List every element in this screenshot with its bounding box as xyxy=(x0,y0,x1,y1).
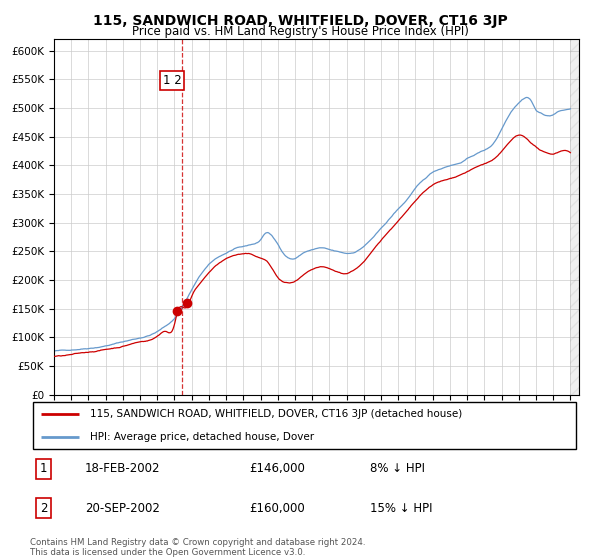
Text: 2: 2 xyxy=(40,502,47,515)
Bar xyxy=(571,39,579,395)
Text: 115, SANDWICH ROAD, WHITFIELD, DOVER, CT16 3JP (detached house): 115, SANDWICH ROAD, WHITFIELD, DOVER, CT… xyxy=(91,409,463,419)
Text: HPI: Average price, detached house, Dover: HPI: Average price, detached house, Dove… xyxy=(91,432,314,442)
Text: 1: 1 xyxy=(40,462,47,475)
Text: 18-FEB-2002: 18-FEB-2002 xyxy=(85,462,160,475)
Text: £160,000: £160,000 xyxy=(250,502,305,515)
Text: 15% ↓ HPI: 15% ↓ HPI xyxy=(370,502,433,515)
Text: 8% ↓ HPI: 8% ↓ HPI xyxy=(370,462,425,475)
Text: £146,000: £146,000 xyxy=(250,462,305,475)
Text: Contains HM Land Registry data © Crown copyright and database right 2024.
This d: Contains HM Land Registry data © Crown c… xyxy=(30,538,365,557)
Text: 20-SEP-2002: 20-SEP-2002 xyxy=(85,502,160,515)
Text: 115, SANDWICH ROAD, WHITFIELD, DOVER, CT16 3JP: 115, SANDWICH ROAD, WHITFIELD, DOVER, CT… xyxy=(92,14,508,28)
Text: Price paid vs. HM Land Registry's House Price Index (HPI): Price paid vs. HM Land Registry's House … xyxy=(131,25,469,38)
FancyBboxPatch shape xyxy=(33,403,576,449)
Text: 1 2: 1 2 xyxy=(163,74,181,87)
